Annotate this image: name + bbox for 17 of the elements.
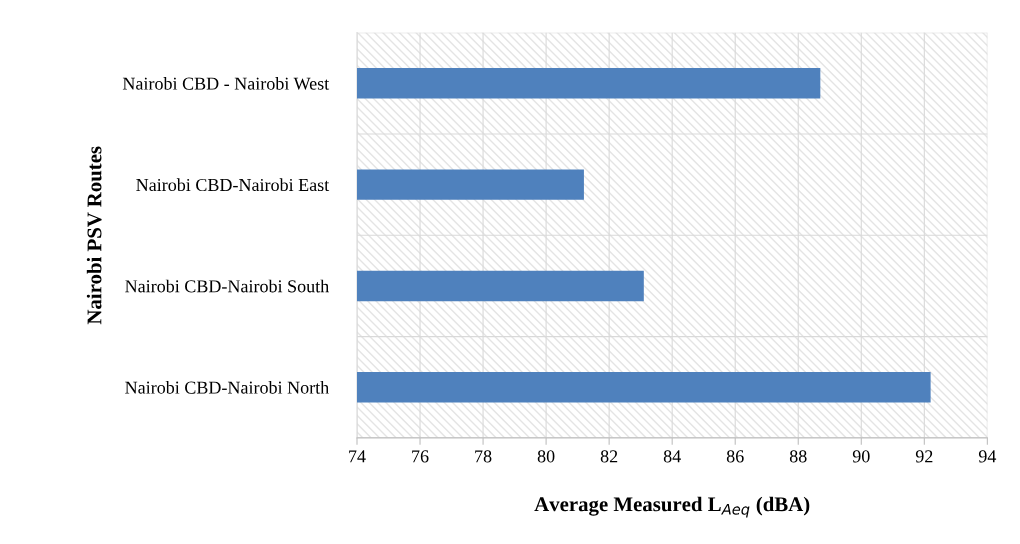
x-tick-label: 74 xyxy=(349,450,366,463)
y-axis-title: Nairobi PSV Routes xyxy=(86,146,102,325)
x-tick-label: 80 xyxy=(537,450,555,463)
x-tick-label: 82 xyxy=(600,450,618,463)
x-tick-label: 84 xyxy=(663,450,681,463)
x-axis-title: Average Measured L$_{Aeq}$ (dBA) xyxy=(534,496,810,518)
x-tick-label: 76 xyxy=(412,450,429,463)
x-tick-label: 78 xyxy=(475,450,492,463)
y-tick-label: Nairobi CBD-Nairobi North xyxy=(125,381,329,394)
x-tick-label: 90 xyxy=(852,450,870,463)
x-tick-label: 88 xyxy=(789,450,807,463)
x-tick-label: 86 xyxy=(726,450,744,463)
x-tick-label: 94 xyxy=(978,450,997,463)
y-tick-label: Nairobi CBD-Nairobi East xyxy=(136,178,330,192)
y-tick-label: Nairobi CBD-Nairobi South xyxy=(125,279,329,293)
y-tick-label: Nairobi CBD - Nairobi West xyxy=(122,77,330,90)
x-tick-label: 92 xyxy=(915,450,933,463)
